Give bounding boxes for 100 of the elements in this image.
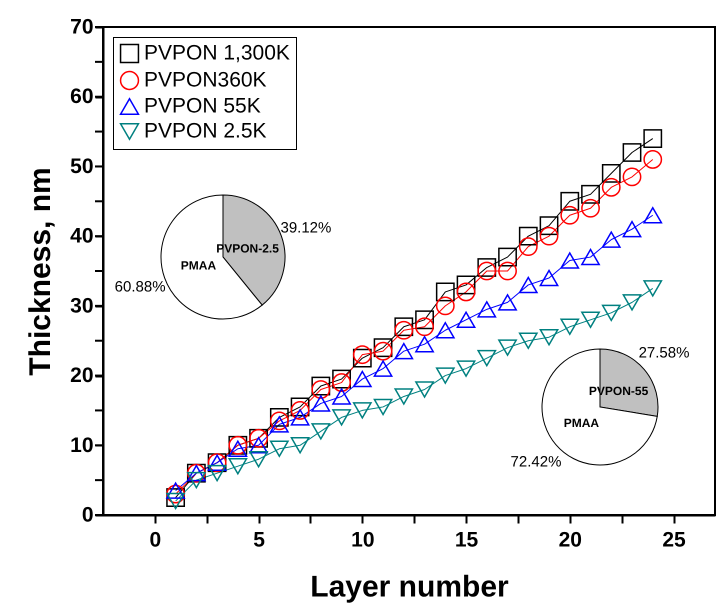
point — [186, 472, 206, 488]
point — [581, 198, 600, 218]
slice-label: PMAA — [564, 416, 600, 430]
point — [374, 360, 392, 377]
point — [436, 367, 455, 384]
point — [477, 262, 496, 280]
point — [456, 360, 476, 377]
point — [228, 458, 248, 474]
x-tick-label: 0 — [150, 528, 162, 552]
point — [415, 336, 434, 352]
point — [374, 338, 392, 358]
y-tick-label: 60 — [70, 85, 94, 108]
point — [560, 192, 580, 211]
y-tick-label: 70 — [70, 16, 94, 38]
point — [311, 376, 330, 396]
point — [394, 342, 414, 360]
point — [540, 328, 558, 346]
data-label: 27.58% — [638, 344, 690, 362]
point — [477, 258, 496, 277]
point — [415, 310, 434, 330]
point — [311, 380, 330, 399]
point — [518, 226, 538, 246]
y-axis-title: Thickness, nm — [24, 167, 58, 376]
point — [436, 322, 455, 339]
point — [477, 350, 496, 366]
point — [332, 388, 351, 405]
point — [602, 304, 621, 322]
point — [643, 280, 662, 297]
point — [498, 262, 517, 280]
point — [498, 248, 517, 266]
point — [270, 408, 289, 427]
point — [622, 220, 642, 238]
point — [311, 395, 330, 412]
point — [332, 409, 351, 426]
point — [518, 332, 538, 349]
x-tick-label: 15 — [454, 528, 479, 552]
point — [352, 402, 372, 419]
y-tick-label: 40 — [70, 224, 94, 248]
point — [166, 484, 186, 504]
point — [228, 440, 248, 458]
point — [394, 320, 414, 340]
point — [290, 398, 310, 416]
point — [352, 345, 372, 364]
point — [374, 398, 392, 416]
point — [498, 339, 517, 356]
point — [602, 164, 621, 183]
point — [643, 129, 662, 148]
point — [560, 206, 580, 225]
point — [456, 282, 476, 302]
point — [332, 370, 351, 388]
point — [540, 226, 558, 246]
slice-label: PMAA — [180, 258, 216, 273]
point — [540, 270, 558, 286]
legend-label: PVPON360K — [144, 68, 267, 92]
point — [270, 411, 289, 430]
point — [540, 216, 558, 236]
point — [290, 409, 310, 426]
point — [622, 143, 642, 162]
y-tick-label: 20 — [70, 364, 94, 388]
x-axis-title: Layer number — [310, 570, 510, 604]
point — [456, 276, 476, 294]
point — [560, 318, 580, 336]
point — [622, 167, 642, 186]
data-label: 72.42% — [510, 453, 562, 470]
y-tick-label: 10 — [70, 434, 94, 457]
point — [560, 252, 580, 269]
point — [270, 440, 289, 458]
legend-label: PVPON 55K — [144, 94, 261, 118]
point — [332, 373, 351, 392]
point — [249, 437, 268, 454]
x-tick-label: 5 — [253, 528, 266, 552]
point — [643, 150, 662, 169]
point — [374, 342, 392, 361]
point — [477, 301, 496, 318]
point — [622, 294, 642, 311]
point — [166, 488, 186, 507]
y-tick-label: 0 — [82, 504, 94, 526]
legend-label: PVPON 1,300K — [144, 42, 290, 64]
point — [581, 248, 600, 266]
point — [208, 464, 227, 482]
data-label: 60.88% — [114, 278, 166, 296]
point — [643, 206, 662, 224]
legend-label: PVPON 2.5K — [144, 120, 267, 142]
y-tick-label: 30 — [70, 294, 94, 318]
point — [166, 492, 186, 510]
point — [249, 450, 268, 468]
point — [602, 178, 621, 197]
x-tick-label: 10 — [351, 528, 374, 552]
point — [602, 231, 621, 248]
point — [581, 312, 600, 328]
point — [581, 184, 600, 204]
point — [290, 401, 310, 420]
point — [415, 317, 434, 336]
point — [456, 312, 476, 328]
point — [436, 282, 455, 302]
point — [394, 317, 414, 336]
point — [311, 423, 330, 440]
point — [290, 437, 310, 454]
point — [498, 294, 517, 311]
point — [518, 276, 538, 294]
